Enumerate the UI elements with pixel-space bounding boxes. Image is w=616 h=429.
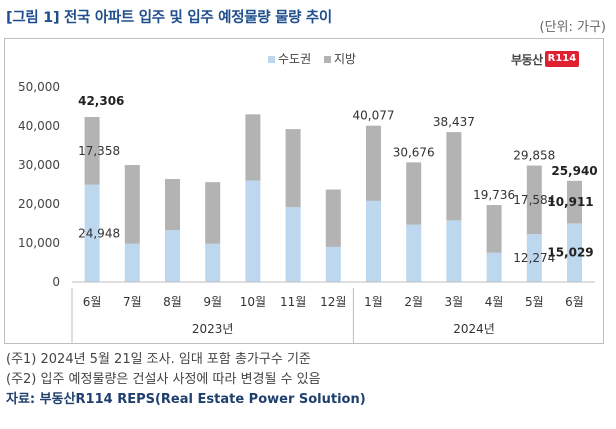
- x-tick-label: 4월: [485, 295, 504, 309]
- bar-local: [366, 125, 381, 201]
- legend-swatch: [268, 56, 275, 63]
- data-label: 25,940: [551, 164, 597, 178]
- bar-local: [245, 114, 261, 181]
- bar-local: [526, 165, 542, 235]
- y-tick-label: 30,000: [18, 158, 60, 172]
- bar-local: [285, 129, 301, 208]
- bar-capital: [486, 252, 502, 282]
- data-label: 42,306: [78, 94, 124, 108]
- bar-capital: [325, 246, 341, 282]
- footnotes: (주1) 2024년 5월 21일 조사. 임대 포함 총가구수 기준 (주2)…: [6, 350, 366, 410]
- chart-frame: [4, 38, 604, 344]
- x-tick-label: 12월: [320, 295, 346, 309]
- bar-capital: [165, 230, 180, 282]
- footnote-1: (주1) 2024년 5월 21일 조사. 임대 포함 총가구수 기준: [6, 352, 311, 367]
- bar-capital: [245, 180, 261, 282]
- brand-logo: 부동산 R114: [511, 50, 580, 68]
- bar-capital: [366, 200, 381, 282]
- data-label: 17,584: [513, 193, 555, 207]
- x-tick-label: 1월: [364, 295, 383, 309]
- data-label: 30,676: [393, 145, 435, 159]
- unit-label: (단위: 가구): [539, 20, 607, 35]
- bar-local: [325, 189, 341, 247]
- bar-local: [84, 117, 100, 185]
- bar-local: [446, 132, 462, 221]
- data-label: 10,911: [547, 195, 593, 209]
- bar-local: [165, 179, 180, 231]
- legend-swatch: [324, 56, 331, 63]
- bar-capital: [526, 234, 542, 282]
- y-tick-label: 0: [52, 275, 60, 289]
- brand-logo-text: 부동산: [511, 52, 543, 67]
- data-label: 15,029: [547, 246, 593, 260]
- bar-capital: [567, 223, 582, 282]
- bar-capital: [285, 207, 301, 282]
- bar-capital: [446, 220, 462, 282]
- x-tick-label: 2월: [404, 295, 423, 309]
- year-group-label: 2024년: [453, 322, 495, 336]
- brand-logo-box: R114: [544, 51, 580, 67]
- x-tick-label: 3월: [445, 295, 464, 309]
- chart-title: [그림 1] 전국 아파트 입주 및 입주 예정물량 물량 추이: [6, 10, 332, 26]
- bar-local: [205, 182, 221, 244]
- x-tick-label: 10월: [240, 295, 266, 309]
- x-tick-label: 9월: [203, 295, 222, 309]
- bar-local: [567, 180, 582, 224]
- y-tick-label: 50,000: [18, 80, 60, 94]
- bar-capital: [205, 243, 221, 282]
- y-tick-label: 40,000: [18, 119, 60, 133]
- source-note: 자료: 부동산R114 REPS(Real Estate Power Solut…: [6, 392, 366, 407]
- footnote-2: (주2) 입주 예정물량은 건설사 사정에 따라 변경될 수 있음: [6, 372, 321, 387]
- legend-label: 수도권: [278, 52, 311, 66]
- bar-local: [124, 165, 140, 244]
- y-tick-label: 20,000: [18, 197, 60, 211]
- data-label: 29,858: [513, 149, 555, 163]
- year-group-label: 2023년: [192, 322, 234, 336]
- x-tick-label: 11월: [280, 295, 306, 309]
- x-tick-label: 6월: [565, 295, 584, 309]
- y-tick-label: 10,000: [18, 236, 60, 250]
- data-label: 19,736: [473, 188, 515, 202]
- x-tick-label: 8월: [163, 295, 182, 309]
- bar-local: [406, 162, 422, 225]
- data-label: 24,948: [78, 226, 120, 240]
- data-label: 38,437: [433, 115, 475, 129]
- data-label: 12,274: [513, 251, 555, 265]
- bar-local: [486, 205, 502, 253]
- x-tick-label: 6월: [83, 295, 102, 309]
- bar-capital: [406, 224, 422, 282]
- data-label: 17,358: [78, 144, 120, 158]
- x-tick-label: 7월: [123, 295, 142, 309]
- bar-capital: [124, 243, 140, 282]
- x-tick-label: 5월: [525, 295, 544, 309]
- legend-label: 지방: [334, 52, 356, 66]
- bar-capital: [84, 184, 100, 282]
- data-label: 40,077: [353, 109, 395, 123]
